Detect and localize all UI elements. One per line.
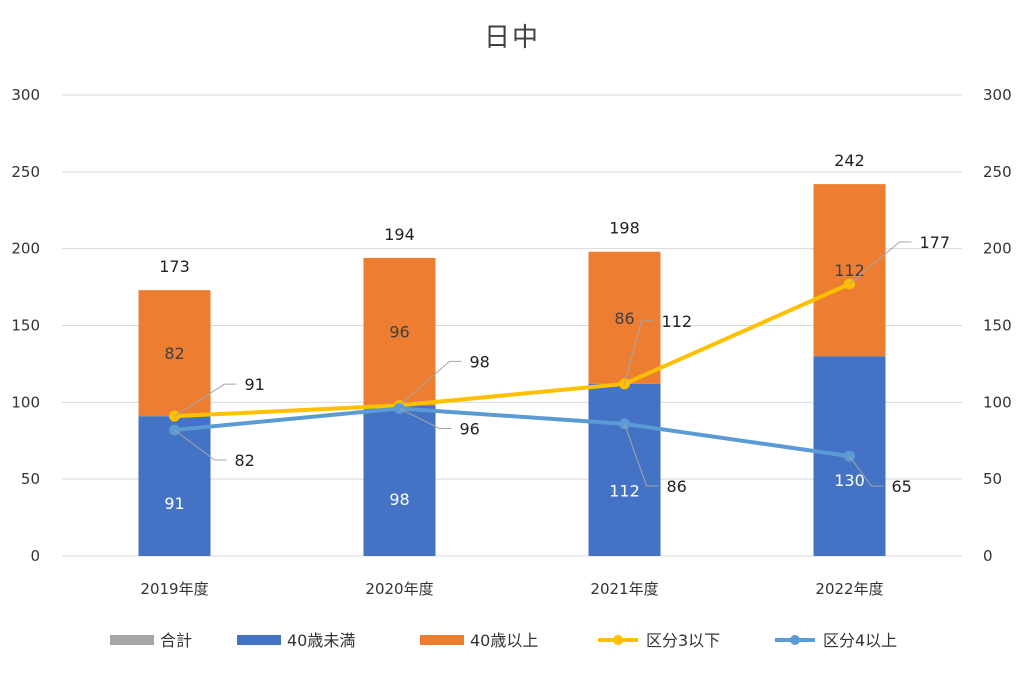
- y2-tick-label: 300: [983, 86, 1012, 104]
- y-tick-label: 150: [11, 317, 40, 335]
- leader-line: [849, 241, 912, 285]
- leader-line: [174, 383, 237, 417]
- line-value-label: 96: [460, 419, 480, 438]
- y-tick-label: 100: [11, 393, 40, 411]
- legend-marker-dot: [613, 635, 623, 645]
- data-labels: 91 82 173 98 96 194 112 86 198 130 112 242 91 98 112 17…: [159, 151, 950, 513]
- series-line: [172, 282, 852, 419]
- total-label: 242: [834, 151, 865, 170]
- line-value-label: 91: [245, 375, 265, 394]
- y-tick-label: 0: [30, 547, 40, 565]
- legend-marker-dot: [790, 635, 800, 645]
- bars: [138, 184, 886, 556]
- legend-marker: [420, 635, 464, 645]
- y-tick-label: 300: [11, 86, 40, 104]
- bar-value-label: 112: [609, 482, 640, 501]
- x-tick-label: 2021年度: [590, 580, 658, 598]
- legend-label: 合計: [160, 631, 192, 650]
- gridlines: [62, 94, 962, 557]
- leader-line: [174, 429, 227, 461]
- y-tick-label: 50: [21, 470, 40, 488]
- legend-label: 区分4以上: [823, 631, 897, 650]
- line-value-label: 98: [470, 352, 490, 371]
- bar-value-label: 112: [834, 261, 865, 280]
- leader-line: [624, 320, 654, 385]
- chart-title: 日中: [484, 23, 540, 53]
- legend-label: 40歳未満: [287, 631, 355, 650]
- x-tick-label: 2019年度: [140, 580, 208, 598]
- leader-line: [624, 423, 659, 487]
- legend: 合計 40歳未満 40歳以上 区分3以下 区分4以上: [110, 631, 897, 650]
- bar-value-label: 98: [389, 490, 409, 509]
- x-tick-label: 2020年度: [365, 580, 433, 598]
- lines: [169, 278, 855, 462]
- x-tick-label: 2022年度: [815, 580, 883, 598]
- bar-segment: [363, 405, 436, 556]
- legend-label: 区分3以下: [646, 631, 720, 650]
- legend-marker: [237, 635, 281, 645]
- y2-tick-label: 200: [983, 240, 1012, 258]
- bar-segment: [588, 251, 661, 384]
- total-label: 198: [609, 219, 640, 238]
- bar-segment: [363, 257, 436, 406]
- y-tick-label: 200: [11, 240, 40, 258]
- bar-segment: [588, 383, 661, 556]
- axes: 0 50 100 150 200 250 300 0 50 100 150 200 250 300 2019…: [11, 86, 1011, 598]
- line-value-label: 112: [662, 312, 693, 331]
- leader-line: [849, 455, 884, 487]
- y2-tick-label: 250: [983, 163, 1012, 181]
- legend-label: 40歳以上: [470, 631, 538, 650]
- bar-value-label: 86: [614, 309, 634, 328]
- bar-value-label: 91: [164, 494, 184, 513]
- bar-value-label: 96: [389, 323, 409, 342]
- y2-tick-label: 0: [983, 547, 993, 565]
- y-tick-label: 250: [11, 163, 40, 181]
- leader-line: [399, 408, 452, 429]
- total-label: 194: [384, 225, 415, 244]
- bar-segment: [138, 290, 211, 417]
- line-value-label: 86: [667, 477, 687, 496]
- series-line: [172, 406, 852, 459]
- bar-value-label: 82: [164, 344, 184, 363]
- line-value-label: 177: [920, 233, 951, 252]
- leader-line: [399, 360, 462, 406]
- line-value-label: 65: [892, 477, 912, 496]
- line-value-label: 82: [235, 451, 255, 470]
- bar-value-label: 130: [834, 471, 865, 490]
- y2-tick-label: 50: [983, 470, 1002, 488]
- bar-segment: [138, 416, 211, 556]
- y2-tick-label: 100: [983, 393, 1012, 411]
- y2-tick-label: 150: [983, 317, 1012, 335]
- legend-marker: [110, 635, 154, 645]
- total-label: 173: [159, 257, 190, 276]
- bar-segment: [813, 184, 886, 357]
